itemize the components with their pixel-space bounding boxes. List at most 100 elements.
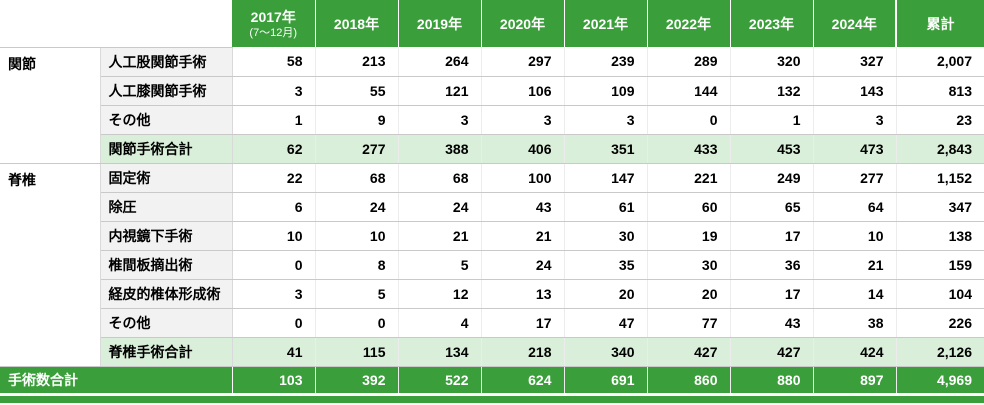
cumulative-value-cell: 347 — [895, 192, 984, 222]
table-body: 関節 人工股関節手術 58 213 264 297 239 289 320 327 2,007 人工膝… — [0, 47, 984, 367]
total-value-cell: 691 — [564, 366, 648, 393]
value-cell: 388 — [398, 134, 482, 164]
value-cell: 0 — [315, 308, 399, 338]
row-label: 除圧 — [100, 192, 233, 222]
group-label: 関節 — [0, 47, 101, 164]
value-cell: 24 — [315, 192, 399, 222]
row-label: 関節手術合計 — [100, 134, 233, 164]
value-cell: 473 — [813, 134, 897, 164]
table-row: 内視鏡下手術 10 10 21 21 30 19 17 10 138 — [0, 221, 984, 251]
value-cell: 30 — [647, 250, 731, 280]
cumulative-value-cell: 104 — [895, 279, 984, 309]
value-cell: 289 — [647, 47, 731, 77]
value-cell: 30 — [564, 221, 648, 251]
value-cell: 249 — [730, 163, 814, 193]
subtotal-row: 脊椎手術合計 41 115 134 218 340 427 427 424 2,126 — [0, 337, 984, 367]
table-row: 人工膝関節手術 3 55 121 106 109 144 132 143 813 — [0, 76, 984, 106]
value-cell: 213 — [315, 47, 399, 77]
value-cell: 13 — [481, 279, 565, 309]
total-value-cell: 103 — [232, 366, 316, 393]
table-row: 関節 人工股関節手術 58 213 264 297 239 289 320 327 2,007 — [0, 47, 984, 164]
value-cell: 277 — [813, 163, 897, 193]
column-header: 2023年 — [730, 0, 814, 47]
value-cell: 277 — [315, 134, 399, 164]
total-value-cell: 897 — [813, 366, 897, 393]
value-cell: 35 — [564, 250, 648, 280]
value-cell: 143 — [813, 76, 897, 106]
cumulative-value-cell: 1,152 — [895, 163, 984, 193]
table-row: 除圧 6 24 24 43 61 60 65 64 347 — [0, 192, 984, 222]
column-header: 2024年 — [813, 0, 897, 47]
column-header: 2021年 — [564, 0, 648, 47]
value-cell: 38 — [813, 308, 897, 338]
value-cell: 3 — [813, 105, 897, 135]
bottom-accent-bar — [0, 395, 984, 403]
value-cell: 19 — [647, 221, 731, 251]
header-row: 2017年 (7～12月) 2018年 2019年 2020年 2021年 2022年 202… — [0, 0, 984, 48]
table-row: 脊椎 固定術 22 68 68 100 147 221 249 277 1,152 — [0, 163, 984, 367]
total-value-cell: 392 — [315, 366, 399, 393]
value-cell: 351 — [564, 134, 648, 164]
value-cell: 68 — [398, 163, 482, 193]
group-label: 脊椎 — [0, 163, 101, 367]
value-cell: 60 — [647, 192, 731, 222]
value-cell: 453 — [730, 134, 814, 164]
value-cell: 4 — [398, 308, 482, 338]
cumulative-value-cell: 813 — [895, 76, 984, 106]
value-cell: 144 — [647, 76, 731, 106]
value-cell: 20 — [647, 279, 731, 309]
value-cell: 14 — [813, 279, 897, 309]
value-cell: 0 — [232, 308, 316, 338]
value-cell: 61 — [564, 192, 648, 222]
value-cell: 433 — [647, 134, 731, 164]
value-cell: 41 — [232, 337, 316, 367]
total-value-cell: 880 — [730, 366, 814, 393]
value-cell: 264 — [398, 47, 482, 77]
table-row: 椎間板摘出術 0 8 5 24 35 30 36 21 159 — [0, 250, 984, 280]
value-cell: 297 — [481, 47, 565, 77]
value-cell: 427 — [730, 337, 814, 367]
cumulative-value-cell: 2,126 — [895, 337, 984, 367]
value-cell: 10 — [315, 221, 399, 251]
cumulative-value-cell: 2,843 — [895, 134, 984, 164]
surgery-statistics-table: 2017年 (7～12月) 2018年 2019年 2020年 2021年 2022年 202… — [0, 0, 984, 393]
row-label: 人工股関節手術 — [100, 47, 233, 77]
row-label: その他 — [100, 105, 233, 135]
value-cell: 427 — [647, 337, 731, 367]
total-cumulative-cell: 4,969 — [895, 366, 984, 393]
row-label: その他 — [100, 308, 233, 338]
table-row: その他 0 0 4 17 47 77 43 38 226 — [0, 308, 984, 338]
corner-cell — [0, 0, 232, 48]
value-cell: 55 — [315, 76, 399, 106]
cumulative-value-cell: 23 — [895, 105, 984, 135]
row-label: 経皮的椎体形成術 — [100, 279, 233, 309]
value-cell: 121 — [398, 76, 482, 106]
value-cell: 218 — [481, 337, 565, 367]
cumulative-value-cell: 159 — [895, 250, 984, 280]
total-value-cell: 522 — [398, 366, 482, 393]
value-cell: 115 — [315, 337, 399, 367]
value-cell: 10 — [232, 221, 316, 251]
value-cell: 406 — [481, 134, 565, 164]
value-cell: 58 — [232, 47, 316, 77]
value-cell: 5 — [398, 250, 482, 280]
value-cell: 3 — [564, 105, 648, 135]
value-cell: 132 — [730, 76, 814, 106]
value-cell: 36 — [730, 250, 814, 280]
value-cell: 17 — [481, 308, 565, 338]
value-cell: 147 — [564, 163, 648, 193]
value-cell: 3 — [398, 105, 482, 135]
value-cell: 43 — [730, 308, 814, 338]
value-cell: 68 — [315, 163, 399, 193]
value-cell: 8 — [315, 250, 399, 280]
value-cell: 21 — [813, 250, 897, 280]
value-cell: 17 — [730, 221, 814, 251]
column-header-note: (7～12月) — [249, 27, 298, 40]
value-cell: 1 — [730, 105, 814, 135]
cumulative-value-cell: 2,007 — [895, 47, 984, 77]
value-cell: 100 — [481, 163, 565, 193]
column-header: 2017年 (7～12月) — [232, 0, 316, 47]
value-cell: 47 — [564, 308, 648, 338]
value-cell: 106 — [481, 76, 565, 106]
